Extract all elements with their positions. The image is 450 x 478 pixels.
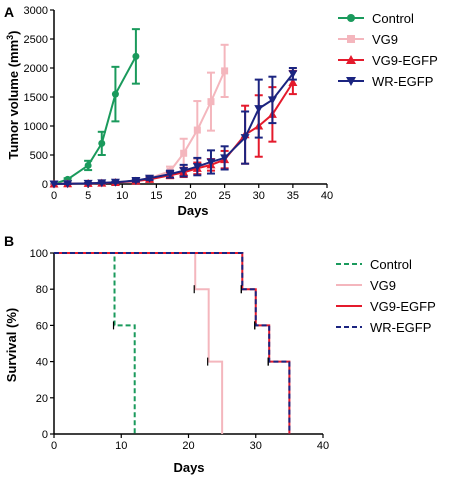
- chart-a-legend: Control VG9 VG9-EGFP WR-EGFP: [338, 11, 438, 89]
- chart-b-x-axis-label: Days: [173, 460, 204, 475]
- series-wr-egfp: [54, 252, 291, 434]
- chart-a-y-tick-label: 0: [42, 179, 48, 191]
- chart-a-y-axis-label-main: Tumor volume (mm: [6, 40, 21, 160]
- chart-a-y-tick-label: 500: [30, 150, 48, 162]
- data-point: [206, 158, 216, 167]
- legend-label-vg9-egfp: VG9-EGFP: [370, 299, 436, 314]
- chart-a-y-axis-label-close: ): [6, 30, 21, 34]
- legend-marker-wr-egfp: [346, 77, 356, 86]
- chart-a-axes: [53, 10, 327, 185]
- chart-b-axes: [53, 253, 323, 435]
- chart-b-x-tick-label: 0: [51, 440, 57, 452]
- data-point: [165, 170, 175, 179]
- data-point: [145, 174, 155, 183]
- legend-marker-control: [347, 14, 355, 22]
- data-point: [288, 70, 298, 79]
- survival-step-control: [54, 252, 136, 434]
- legend-label-vg9: VG9: [372, 32, 398, 47]
- data-point: [49, 180, 59, 189]
- data-point: [131, 177, 141, 186]
- series-vg9: [54, 252, 224, 434]
- data-point: [83, 179, 93, 188]
- chart-b-y-tick-label: 80: [36, 284, 48, 296]
- data-point: [240, 134, 250, 143]
- chart-b-y-axis-label: Survival (%): [4, 308, 19, 382]
- legend-marker-vg9: [347, 35, 355, 43]
- chart-b-y-tick-label: 60: [36, 320, 48, 332]
- chart-a-x-tick-label: 15: [150, 190, 162, 202]
- legend-label-control: Control: [372, 11, 414, 26]
- survival-step-vg9: [54, 252, 224, 434]
- chart-a-x-tick-label: 40: [321, 190, 333, 202]
- chart-b-y-tick-label: 100: [30, 248, 48, 260]
- series-line-control: [53, 55, 137, 185]
- data-point: [179, 167, 189, 176]
- chart-b-x-tick-label: 30: [250, 440, 262, 452]
- chart-b-x-tick-label: 40: [317, 440, 329, 452]
- series-vg9-egfp: [54, 252, 291, 434]
- series-wr-egfp: [49, 67, 298, 189]
- data-point: [180, 149, 188, 157]
- legend-marker-vg9-egfp: [346, 55, 356, 64]
- series-control: [54, 252, 136, 434]
- data-point: [254, 105, 264, 114]
- chart-a-tumor-volume: A 0 5 10 15 20 25 30 35 400500100015002000250030…: [4, 4, 438, 218]
- chart-b-y-tick-label: 20: [36, 393, 48, 405]
- chart-b-x-tick-label: 10: [115, 440, 127, 452]
- data-point: [193, 126, 201, 134]
- chart-b-y-tick-label: 0: [42, 429, 48, 441]
- series-control: [50, 28, 140, 188]
- chart-a-y-axis-label: Tumor volume (mm3): [5, 30, 21, 159]
- chart-a-y-tick-label: 1000: [24, 121, 48, 133]
- legend-label-control: Control: [370, 257, 412, 272]
- panel-b-label: B: [4, 233, 14, 249]
- survival-step-wr-egfp: [54, 252, 291, 434]
- chart-a-x-tick-label: 10: [116, 190, 128, 202]
- chart-a-y-axis-label-sup: 3: [5, 35, 15, 40]
- data-point: [63, 180, 73, 189]
- data-point: [220, 154, 230, 163]
- chart-a-ticks: 0 5 10 15 20 25 30 35 40 0 500 1000 1500 2000 2500 3000: [24, 5, 334, 202]
- data-point: [221, 67, 229, 75]
- data-point: [132, 52, 140, 60]
- chart-b-legend: Control VG9 VG9-EGFP WR-EGFP: [336, 257, 436, 335]
- data-point: [97, 179, 107, 188]
- legend-label-wr-egfp: WR-EGFP: [372, 74, 433, 89]
- chart-a-x-tick-label: 5: [85, 190, 91, 202]
- survival-step-vg9-egfp: [54, 252, 291, 434]
- chart-a-marks: [49, 28, 298, 189]
- data-point: [207, 98, 215, 106]
- data-point: [267, 96, 277, 105]
- data-point: [110, 178, 120, 187]
- chart-a-y-tick-label: 3000: [24, 5, 48, 17]
- data-point: [98, 139, 106, 147]
- chart-a-x-axis-label: Days: [177, 203, 208, 218]
- chart-a-x-tick-label: 35: [287, 190, 299, 202]
- chart-a-y-tick-label: 2000: [24, 63, 48, 75]
- chart-a-x-tick-label: 20: [184, 190, 196, 202]
- chart-b-marks: [54, 252, 291, 434]
- legend-label-vg9-egfp: VG9-EGFP: [372, 53, 438, 68]
- series-line-wr-egfp: [53, 73, 294, 185]
- chart-b-survival: B 0 10 20 30 40 0 20 40 60 80 100 Days Survival (%…: [4, 233, 436, 475]
- chart-a-x-tick-label: 30: [253, 190, 265, 202]
- panel-a-label: A: [4, 4, 14, 20]
- data-point: [288, 78, 298, 86]
- chart-a-y-tick-label: 2500: [24, 34, 48, 46]
- chart-b-ticks: 0 10 20 30 40 0 20 40 60 80 100: [30, 248, 329, 452]
- legend-label-vg9: VG9: [370, 278, 396, 293]
- data-point: [84, 161, 92, 169]
- data-point: [111, 90, 119, 98]
- chart-a-y-tick-label: 1500: [24, 92, 48, 104]
- chart-b-y-tick-label: 40: [36, 357, 48, 369]
- chart-a-x-tick-label: 25: [219, 190, 231, 202]
- chart-b-x-tick-label: 20: [182, 440, 194, 452]
- legend-label-wr-egfp: WR-EGFP: [370, 320, 431, 335]
- chart-a-x-tick-label: 0: [51, 190, 57, 202]
- data-point: [192, 163, 202, 172]
